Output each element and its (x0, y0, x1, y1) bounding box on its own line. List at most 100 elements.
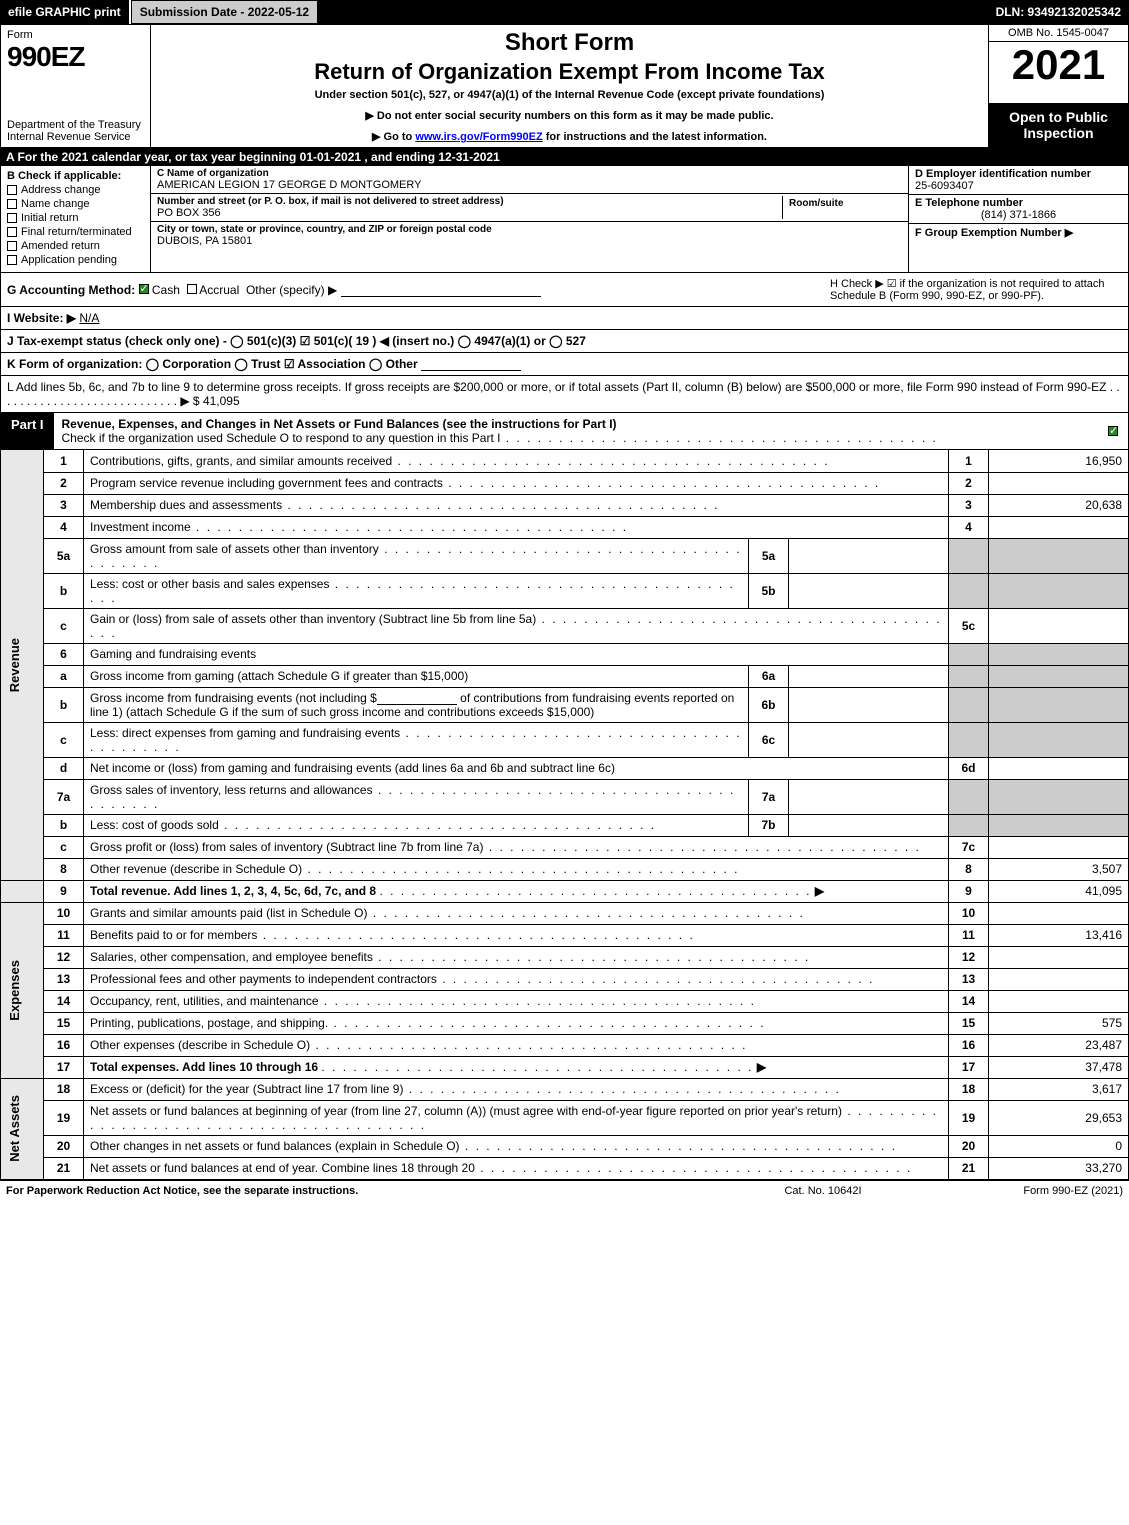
website-value: N/A (79, 311, 99, 325)
tel-value: (814) 371-1866 (915, 209, 1122, 221)
tel-label: E Telephone number (915, 197, 1122, 209)
side-revenue: Revenue (1, 450, 44, 880)
table-row: 17 Total expenses. Add lines 10 through … (1, 1056, 1129, 1078)
g-cash: Cash (152, 283, 180, 297)
row-ref: 1 (949, 450, 989, 472)
arrow-icon: ▶ (815, 884, 824, 898)
check-name-change[interactable]: Name change (7, 198, 144, 210)
top-bar: efile GRAPHIC print Submission Date - 20… (0, 0, 1129, 24)
tax-year: 2021 (989, 42, 1128, 88)
side-expenses: Expenses (1, 902, 44, 1078)
col-c: C Name of organization AMERICAN LEGION 1… (151, 166, 908, 272)
table-row: 14 Occupancy, rent, utilities, and maint… (1, 990, 1129, 1012)
instruction-2: ▶ Go to www.irs.gov/Form990EZ for instru… (161, 130, 978, 143)
entity-block: B Check if applicable: Address change Na… (0, 166, 1129, 273)
k-text: K Form of organization: ◯ Corporation ◯ … (7, 357, 418, 371)
contrib-blank[interactable] (377, 693, 457, 705)
g-label: G Accounting Method: (7, 283, 135, 297)
omb-number: OMB No. 1545-0047 (989, 25, 1128, 42)
checkbox-icon (7, 241, 17, 251)
city-label: City or town, state or province, country… (157, 224, 902, 235)
group-label: F Group Exemption Number ▶ (915, 226, 1122, 239)
page-footer: For Paperwork Reduction Act Notice, see … (0, 1180, 1129, 1201)
g-other-blank[interactable] (341, 285, 541, 297)
line-g-h: G Accounting Method: Cash Accrual Other … (0, 273, 1129, 307)
org-name-row: C Name of organization AMERICAN LEGION 1… (151, 166, 908, 194)
room-suite: Room/suite (782, 196, 902, 219)
ein-label: D Employer identification number (915, 168, 1122, 180)
checkbox-icon (7, 213, 17, 223)
group-exemption-row: F Group Exemption Number ▶ (909, 224, 1128, 272)
title-short: Short Form (161, 29, 978, 57)
table-row: 15 Printing, publications, postage, and … (1, 1012, 1129, 1034)
ein-value: 25-6093407 (915, 180, 1122, 192)
part-1-header: Part I Revenue, Expenses, and Changes in… (0, 413, 1129, 450)
j-text: J Tax-exempt status (check only one) - ◯… (7, 334, 586, 348)
department-label: Department of the Treasury Internal Reve… (7, 119, 144, 143)
table-row: 5a Gross amount from sale of assets othe… (1, 538, 1129, 573)
table-row: 6 Gaming and fundraising events (1, 643, 1129, 665)
part-1-table: Revenue 1 Contributions, gifts, grants, … (0, 450, 1129, 1180)
table-row: Net Assets 18 Excess or (deficit) for th… (1, 1078, 1129, 1100)
table-row: b Less: cost of goods sold 7b (1, 814, 1129, 836)
table-row: 21 Net assets or fund balances at end of… (1, 1157, 1129, 1179)
dln-label: DLN: 93492132025342 (988, 0, 1129, 24)
irs-link[interactable]: www.irs.gov/Form990EZ (415, 131, 542, 143)
part-1-title: Revenue, Expenses, and Changes in Net As… (54, 413, 1098, 449)
instruction-1: ▶ Do not enter social security numbers o… (161, 109, 978, 122)
table-row: Revenue 1 Contributions, gifts, grants, … (1, 450, 1129, 472)
side-netassets: Net Assets (1, 1078, 44, 1179)
col-d: D Employer identification number 25-6093… (908, 166, 1128, 272)
checkbox-cash-icon[interactable] (139, 284, 149, 294)
part-1-checkbox-icon[interactable] (1108, 426, 1118, 436)
table-row: 12 Salaries, other compensation, and emp… (1, 946, 1129, 968)
form-number: 990EZ (7, 41, 144, 73)
arrow-icon: ▶ (757, 1060, 766, 1074)
part-1-title-text: Revenue, Expenses, and Changes in Net As… (62, 417, 617, 431)
city-row: City or town, state or province, country… (151, 222, 908, 249)
footer-form-ref: Form 990-EZ (2021) (923, 1185, 1123, 1197)
table-row: c Gain or (loss) from sale of assets oth… (1, 608, 1129, 643)
table-row: a Gross income from gaming (attach Sched… (1, 665, 1129, 687)
check-amended-return[interactable]: Amended return (7, 240, 144, 252)
subtitle: Under section 501(c), 527, or 4947(a)(1)… (161, 89, 978, 101)
org-name: AMERICAN LEGION 17 GEORGE D MONTGOMERY (157, 179, 902, 191)
header-center: Short Form Return of Organization Exempt… (151, 25, 988, 147)
form-header: Form 990EZ Department of the Treasury In… (0, 24, 1129, 148)
check-final-return[interactable]: Final return/terminated (7, 226, 144, 238)
row-num: 1 (44, 450, 84, 472)
line-i: I Website: ▶ N/A (0, 307, 1129, 330)
footer-left: For Paperwork Reduction Act Notice, see … (6, 1185, 723, 1197)
line-g: G Accounting Method: Cash Accrual Other … (7, 283, 818, 297)
table-row: d Net income or (loss) from gaming and f… (1, 757, 1129, 779)
instr2-post: for instructions and the latest informat… (543, 131, 767, 143)
telephone-row: E Telephone number (814) 371-1866 (909, 195, 1128, 224)
col-b-header: B Check if applicable: (7, 170, 144, 182)
instr2-pre: ▶ Go to (372, 131, 415, 143)
room-label: Room/suite (789, 198, 896, 209)
line-l: L Add lines 5b, 6c, and 7b to line 9 to … (0, 376, 1129, 413)
check-address-change[interactable]: Address change (7, 184, 144, 196)
title-main: Return of Organization Exempt From Incom… (161, 59, 978, 85)
table-row: 2 Program service revenue including gove… (1, 472, 1129, 494)
table-row: 11 Benefits paid to or for members 11 13… (1, 924, 1129, 946)
line-j: J Tax-exempt status (check only one) - ◯… (0, 330, 1129, 353)
ein-row: D Employer identification number 25-6093… (909, 166, 1128, 195)
check-application-pending[interactable]: Application pending (7, 254, 144, 266)
street-row: Number and street (or P. O. box, if mail… (151, 194, 908, 222)
table-row: c Gross profit or (loss) from sales of i… (1, 836, 1129, 858)
checkbox-accrual-icon[interactable] (187, 284, 197, 294)
section-a: A For the 2021 calendar year, or tax yea… (0, 148, 1129, 166)
header-right: OMB No. 1545-0047 2021 Open to Public In… (988, 25, 1128, 147)
city: DUBOIS, PA 15801 (157, 235, 902, 247)
checkbox-icon (7, 255, 17, 265)
table-row: c Less: direct expenses from gaming and … (1, 722, 1129, 757)
efile-label: efile GRAPHIC print (0, 0, 131, 24)
k-other-blank[interactable] (421, 359, 521, 371)
check-initial-return[interactable]: Initial return (7, 212, 144, 224)
checkbox-icon (7, 227, 17, 237)
table-row: 3 Membership dues and assessments 3 20,6… (1, 494, 1129, 516)
row-desc: Contributions, gifts, grants, and simila… (84, 450, 949, 472)
submission-date: Submission Date - 2022-05-12 (131, 0, 318, 24)
street-label: Number and street (or P. O. box, if mail… (157, 196, 782, 207)
